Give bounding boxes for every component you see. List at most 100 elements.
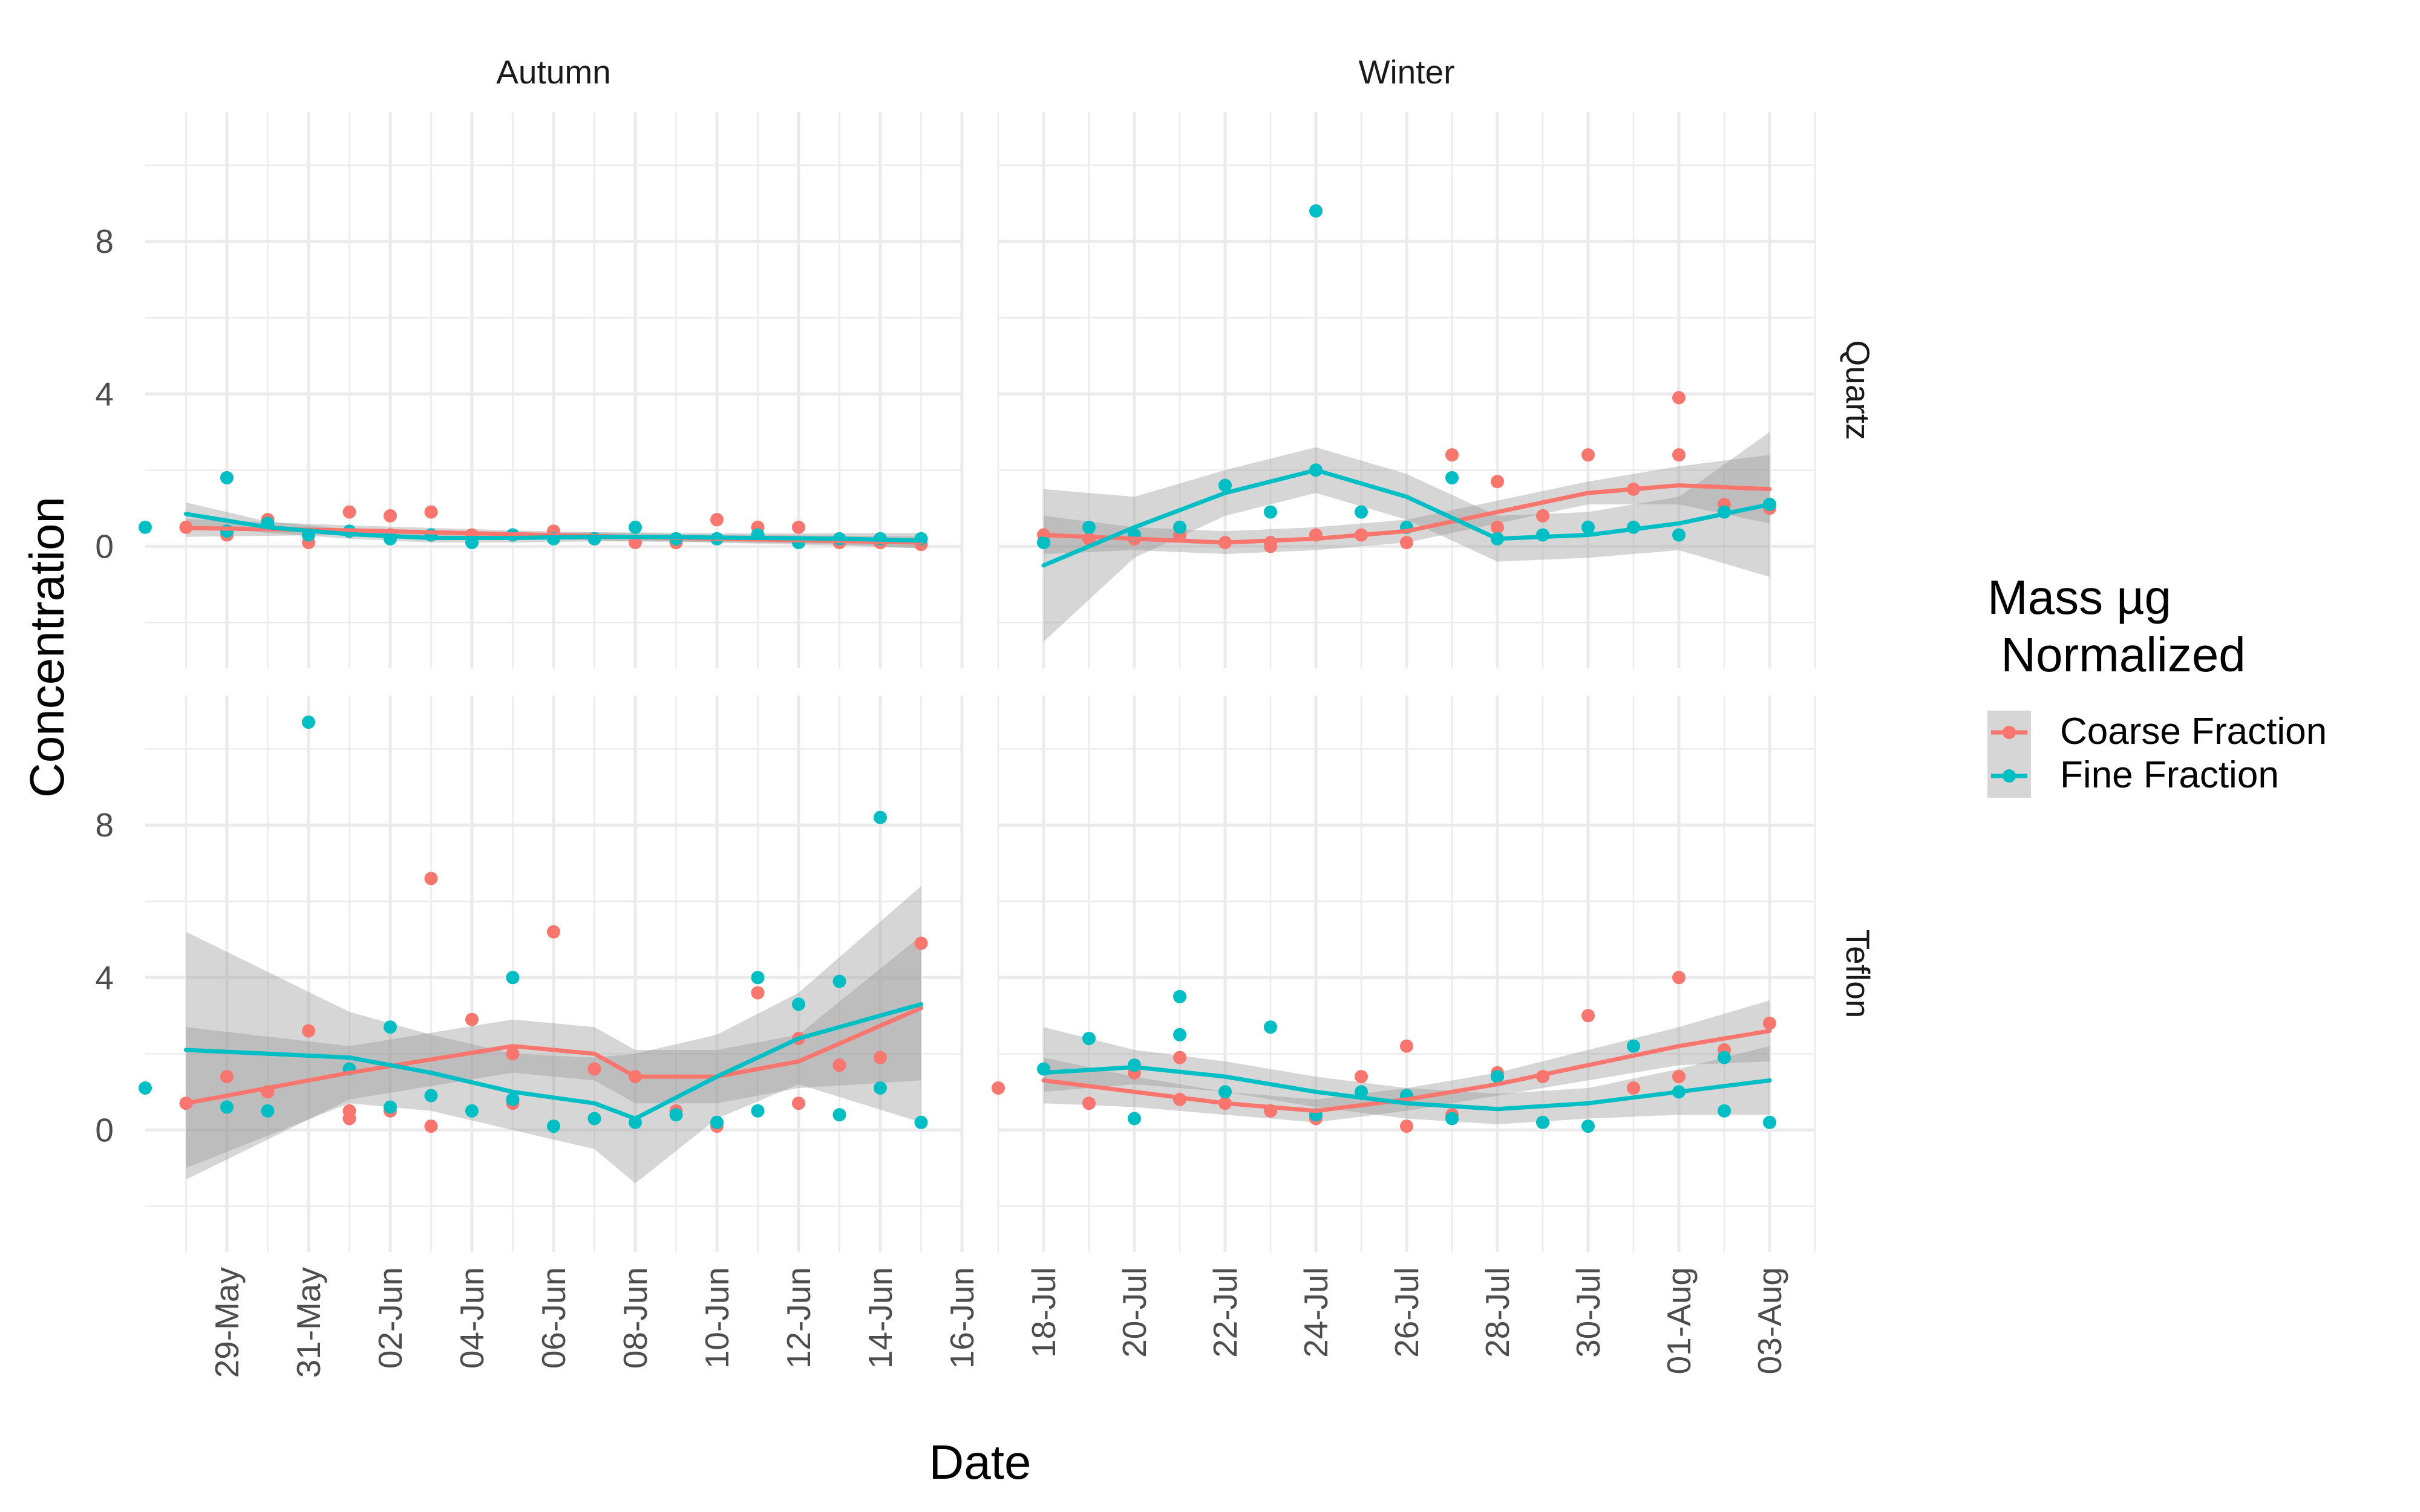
panel-grid-autumn-quartz	[145, 112, 964, 668]
facet-strip-label-row: Quartz	[1839, 340, 1877, 440]
panel-grid-winter-teflon	[997, 696, 1816, 1252]
confidence-band	[1044, 1027, 1770, 1124]
data-point	[1355, 505, 1368, 519]
data-point	[629, 520, 642, 534]
legend-key-point	[2003, 726, 2016, 739]
data-point	[832, 974, 846, 988]
data-point	[1672, 448, 1686, 462]
panel-data-winter-quartz	[1037, 204, 1776, 642]
data-point	[629, 536, 642, 550]
x-tick-label: 10-Jun	[698, 1267, 736, 1369]
y-tick-label: 4	[95, 375, 114, 412]
data-point	[1082, 520, 1096, 534]
data-point	[261, 1104, 275, 1118]
data-point	[669, 1108, 683, 1122]
data-point	[1627, 1081, 1640, 1095]
data-point	[1445, 471, 1459, 484]
x-tick-label: 24-Jul	[1297, 1267, 1335, 1358]
x-tick-label: 22-Jul	[1206, 1267, 1244, 1358]
data-point	[1536, 1115, 1549, 1129]
data-point	[874, 1051, 887, 1064]
x-tick-label: 08-Jun	[616, 1267, 654, 1369]
y-tick-label: 4	[95, 959, 114, 996]
data-point	[1355, 1070, 1368, 1084]
data-point	[139, 520, 152, 534]
legend-title-line-2: Normalized	[1987, 628, 2246, 682]
data-point	[1672, 971, 1686, 985]
data-point	[1581, 1009, 1595, 1023]
data-point	[1400, 1119, 1413, 1133]
data-point	[1082, 1097, 1096, 1110]
panels-layer	[139, 112, 1816, 1252]
data-point	[751, 971, 765, 985]
legend-keys	[1987, 711, 2031, 798]
data-point	[342, 505, 356, 519]
legend-label-fine: Fine Fraction	[2060, 754, 2279, 796]
data-point	[1763, 1016, 1776, 1030]
data-point	[914, 1115, 928, 1129]
data-point	[1672, 1070, 1686, 1084]
data-point	[710, 1115, 724, 1129]
data-point	[220, 1100, 234, 1114]
x-tick-label: 04-Jun	[453, 1267, 491, 1369]
data-point	[1491, 1070, 1504, 1084]
data-point	[874, 1081, 887, 1095]
data-point	[1581, 448, 1595, 462]
data-point	[465, 1012, 479, 1026]
data-point	[832, 1108, 846, 1122]
data-point	[874, 810, 887, 824]
data-point	[1082, 1032, 1096, 1046]
data-point	[506, 1047, 520, 1061]
data-point	[506, 971, 520, 985]
smooth-line	[1041, 483, 1772, 545]
data-point	[1672, 528, 1686, 542]
x-tick-label: 02-Jun	[371, 1267, 409, 1369]
y-tick-label: 8	[95, 806, 114, 844]
data-point	[1581, 1119, 1595, 1133]
data-point	[1445, 1112, 1459, 1126]
data-point	[1173, 989, 1186, 1003]
data-point	[1173, 1051, 1186, 1064]
facet-strip-label-column: Autumn	[496, 53, 611, 91]
data-point	[547, 925, 560, 939]
data-point	[751, 986, 765, 1000]
data-point	[384, 509, 397, 523]
confidence-band	[1044, 455, 1770, 554]
data-point	[1672, 391, 1686, 405]
y-tick-label: 8	[95, 223, 114, 260]
x-tick-label: 12-Jun	[780, 1267, 817, 1369]
data-point	[1264, 1020, 1277, 1034]
data-point	[992, 1081, 1005, 1095]
data-point	[1491, 520, 1504, 534]
y-axis-title: Concentration	[20, 497, 74, 798]
confidence-band	[186, 936, 921, 1180]
x-axis-title: Date	[929, 1435, 1032, 1489]
data-point	[1763, 1115, 1776, 1129]
data-point	[1173, 1028, 1186, 1041]
smooth-line	[1041, 1029, 1772, 1113]
data-point	[220, 1070, 234, 1084]
smooth-line	[184, 512, 923, 543]
legend-label-coarse: Coarse Fraction	[2060, 711, 2327, 752]
data-point	[342, 1104, 356, 1118]
x-tick-label: 29-May	[208, 1267, 246, 1378]
data-point	[1173, 520, 1186, 534]
data-point	[1400, 1039, 1413, 1053]
data-point	[792, 520, 805, 534]
x-tick-label: 18-Jul	[1025, 1267, 1062, 1358]
data-point	[1218, 1085, 1232, 1099]
smooth-line	[184, 1002, 923, 1121]
data-point	[751, 1104, 765, 1118]
labels-layer: Autumn Winter Quartz Teflon 0 4 8 0 4 8 29-May 31-M…	[95, 53, 1877, 1378]
x-tick-label: 28-Jul	[1479, 1267, 1516, 1358]
data-point	[914, 936, 928, 950]
data-point	[506, 1092, 520, 1106]
data-point	[1218, 478, 1232, 492]
smooth-line	[184, 1006, 923, 1106]
y-tick-label: 0	[95, 527, 114, 565]
data-point	[587, 1112, 601, 1126]
data-point	[1128, 1112, 1141, 1126]
x-tick-label: 16-Jun	[943, 1267, 981, 1369]
data-point	[1037, 536, 1050, 550]
